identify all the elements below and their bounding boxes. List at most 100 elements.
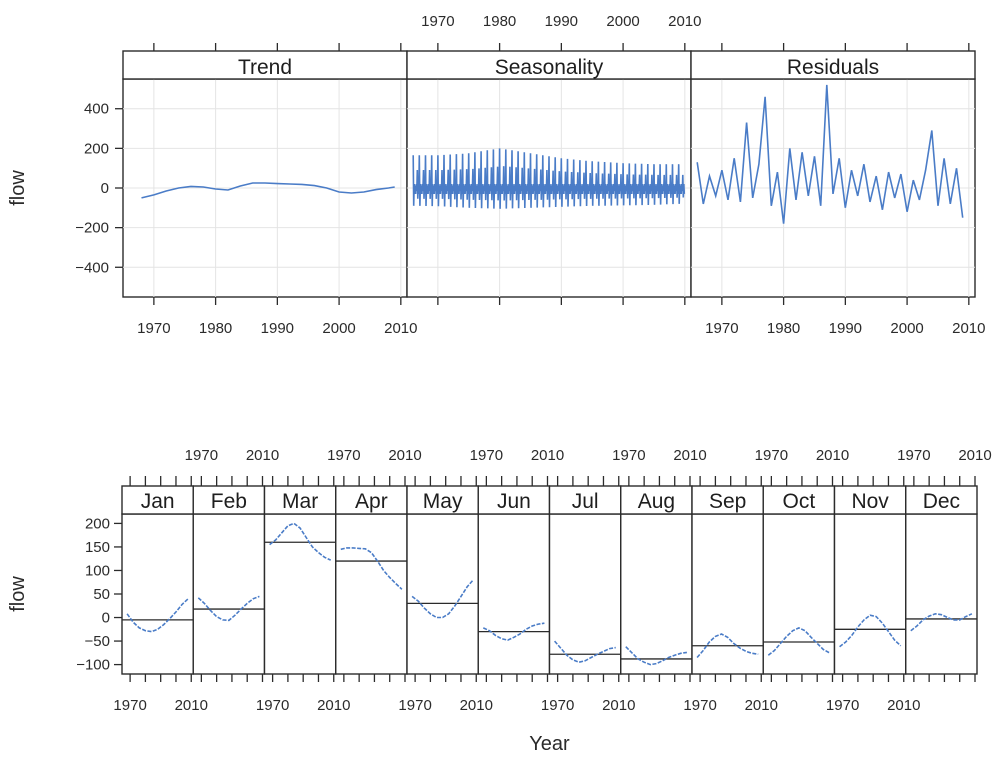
x-tick-label: 1990: [829, 320, 862, 337]
strip-label: Jun: [497, 490, 531, 513]
x-tick-label: 2010: [175, 697, 208, 714]
panel-jan: Jan 1970 2010: [113, 476, 208, 714]
x-tick-label-top: 2000: [606, 13, 639, 30]
panel-frame: [833, 513, 907, 675]
strip: [905, 485, 978, 515]
panel-apr: Apr 1970 2010: [327, 447, 422, 682]
x-tick-label: 1970: [826, 697, 859, 714]
x-tick-label: 2010: [602, 697, 635, 714]
oct-series: [767, 627, 830, 656]
aug-series: [625, 646, 688, 666]
strip-label: Jan: [141, 490, 175, 513]
x-tick-label: 1970: [541, 697, 574, 714]
strip-label: Aug: [638, 490, 675, 513]
y-tick-label: 50: [93, 586, 110, 603]
y-tick-label: −400: [75, 259, 109, 276]
panel-trend: Trend 1970 1980 1990 2000 2010: [122, 43, 418, 337]
x-tick-label: 2000: [322, 320, 355, 337]
x-tick-label-top: 2010: [816, 447, 849, 464]
strip-label: Oct: [783, 490, 816, 513]
x-tick-label-top: 1970: [470, 447, 503, 464]
strip-label: Apr: [355, 490, 388, 513]
x-tick-label: 1990: [261, 320, 294, 337]
y-tick-label: −200: [75, 220, 109, 237]
panel-sep: Sep 1970 2010: [683, 476, 778, 714]
strip: [833, 485, 907, 515]
panel-residuals: Residuals 1970 1980 1990 2000 2010: [690, 43, 986, 337]
strip-label: Jul: [572, 490, 599, 513]
y-tick-label: −50: [85, 633, 110, 650]
strip: [690, 50, 976, 80]
panel-frame: [548, 513, 622, 675]
x-tick-label: 2010: [745, 697, 778, 714]
panel-dec: Dec 1970 2010: [897, 447, 992, 682]
sep-series: [696, 633, 759, 659]
strip-label: Residuals: [787, 56, 879, 79]
x-tick-label: 2000: [890, 320, 923, 337]
panel-frame: [905, 513, 978, 675]
strip: [406, 485, 479, 515]
may-series: [411, 579, 474, 619]
panel-mar: Mar 1970 2010: [256, 476, 350, 714]
y-tick-label: 200: [85, 515, 110, 532]
seasonality-line: [412, 148, 686, 209]
strip: [121, 485, 194, 515]
x-tick-label-top: 2010: [531, 447, 564, 464]
x-tick-label-top: 1990: [545, 13, 578, 30]
x-tick-label-top: 1970: [755, 447, 788, 464]
panel-feb: Feb 1970 2010: [185, 447, 279, 682]
monthly-subseries-chart: Jan 1970 2010 Feb 1970 2010 Mar 1970 2010 Apr 1970…: [7, 447, 992, 755]
panel-frame: [335, 513, 408, 675]
strip-label: Mar: [282, 490, 318, 513]
panel-frame: [121, 513, 194, 675]
panel-nov: Nov 1970 2010: [826, 476, 920, 714]
strip: [335, 485, 408, 515]
jan-series: [126, 598, 189, 633]
strip-label: Feb: [211, 490, 247, 513]
panel-frame: [477, 513, 551, 675]
y-axis-title: flow: [7, 576, 29, 612]
x-tick-label: 2010: [460, 697, 493, 714]
x-tick-label: 2010: [384, 320, 417, 337]
panel-may: May 1970 2010: [398, 476, 493, 714]
panel-frame: [691, 513, 764, 675]
x-tick-label: 1970: [683, 697, 716, 714]
y-tick-label: 0: [102, 610, 110, 627]
x-tick-label-top: 2010: [958, 447, 991, 464]
x-tick-label: 1980: [199, 320, 232, 337]
strip-label: May: [423, 490, 463, 513]
jun-series: [482, 622, 545, 641]
strip-label: Seasonality: [495, 56, 604, 79]
x-tick-label: 1970: [705, 320, 738, 337]
y-tick-label: −100: [76, 657, 110, 674]
strip-label: Nov: [851, 490, 889, 513]
panel-seasonality: Seasonality 1970 1980 1990 2000 2010: [406, 13, 702, 305]
x-tick-label-top: 1970: [897, 447, 930, 464]
panel-frame: [263, 513, 337, 675]
strip: [620, 485, 693, 515]
x-tick-label: 2010: [887, 697, 920, 714]
y-tick-label: 150: [85, 539, 110, 556]
jul-series: [553, 640, 616, 664]
mar-series: [269, 522, 332, 561]
x-tick-label-top: 2010: [668, 13, 701, 30]
x-tick-label: 1970: [256, 697, 289, 714]
y-tick-label: 0: [101, 180, 109, 197]
x-tick-label-top: 2010: [673, 447, 706, 464]
x-tick-label: 1970: [398, 697, 431, 714]
panel-jun: Jun 1970 2010: [470, 447, 564, 682]
strip: [122, 50, 408, 80]
trend-line: [141, 182, 395, 199]
x-tick-label-top: 1970: [185, 447, 218, 464]
panel-frame: [620, 513, 693, 675]
x-tick-label: 2010: [317, 697, 350, 714]
strip-label: Dec: [923, 490, 960, 513]
y-tick-label: 100: [85, 562, 110, 579]
nov-series: [839, 614, 902, 648]
x-tick-label: 2010: [952, 320, 985, 337]
x-tick-label-top: 1970: [327, 447, 360, 464]
x-tick-label-top: 2010: [388, 447, 421, 464]
y-tick-label: 200: [84, 140, 109, 157]
x-tick-label-top: 2010: [246, 447, 279, 464]
